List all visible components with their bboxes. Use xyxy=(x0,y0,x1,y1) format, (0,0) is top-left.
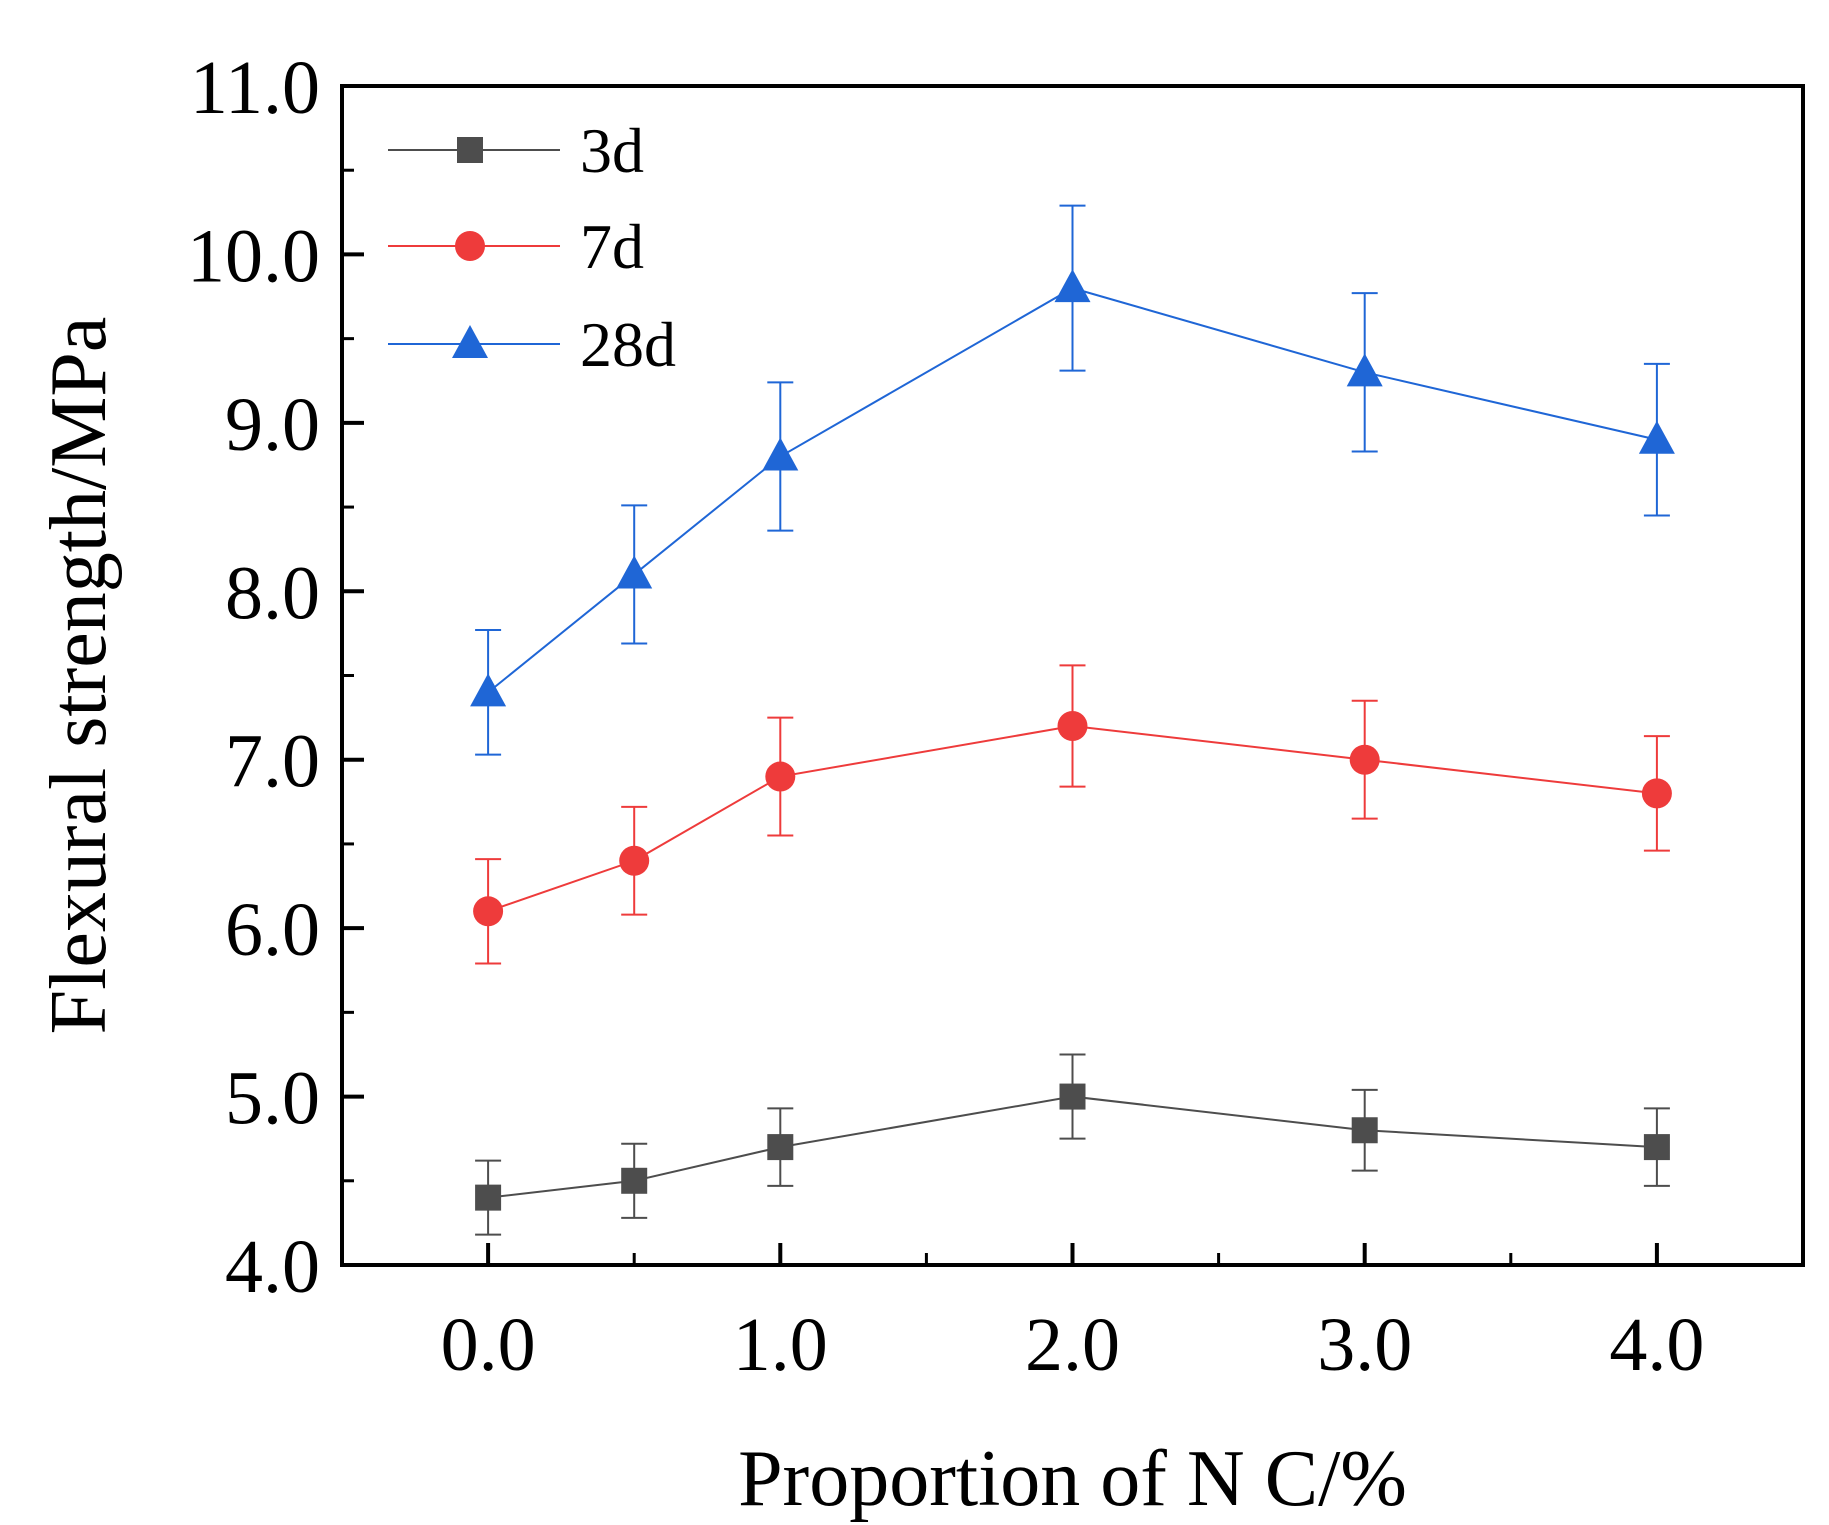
data-point-7d xyxy=(619,845,650,876)
series-line-3d xyxy=(487,1095,1657,1199)
data-point-3d xyxy=(767,1134,794,1161)
data-point-28d xyxy=(616,555,653,589)
x-tick-label: 2.0 xyxy=(1025,1303,1120,1387)
data-point-28d xyxy=(1346,353,1383,387)
series-line-28d xyxy=(487,287,1658,694)
x-tick-label: 3.0 xyxy=(1317,1303,1412,1387)
legend-label-7d: 7d xyxy=(580,211,644,282)
series-line-7d xyxy=(487,725,1658,913)
x-tick-label: 1.0 xyxy=(733,1303,828,1387)
x-axis-title: Proportion of N C/% xyxy=(738,1435,1407,1523)
data-point-28d xyxy=(470,673,507,707)
data-point-7d xyxy=(765,761,796,792)
data-point-7d xyxy=(1349,744,1380,775)
data-point-3d xyxy=(1643,1134,1670,1161)
data-markers xyxy=(470,269,1675,1211)
y-tick-label: 8.0 xyxy=(225,551,320,635)
legend-label-3d: 3d xyxy=(580,115,644,186)
legend: 3d 7d 28d xyxy=(388,115,676,380)
y-tick-label: 5.0 xyxy=(225,1057,320,1141)
legend-marker-7d xyxy=(455,231,485,261)
y-tick-label: 9.0 xyxy=(225,383,320,467)
data-point-7d xyxy=(1641,778,1672,809)
data-point-28d xyxy=(762,437,799,471)
data-point-7d xyxy=(1057,711,1088,742)
y-tick-label: 6.0 xyxy=(225,888,320,972)
data-point-3d xyxy=(475,1184,502,1211)
data-point-28d xyxy=(1054,269,1091,303)
y-tick-label: 11.0 xyxy=(190,46,320,130)
x-tick-label: 0.0 xyxy=(441,1303,536,1387)
data-point-7d xyxy=(473,896,504,927)
x-tick-labels: 0.0 1.0 2.0 3.0 4.0 xyxy=(441,1303,1705,1387)
y-tick-labels: 4.0 5.0 6.0 7.0 8.0 9.0 10.0 11.0 xyxy=(187,46,320,1309)
data-point-3d xyxy=(1059,1083,1086,1110)
data-point-3d xyxy=(1351,1117,1378,1144)
y-tick-label: 10.0 xyxy=(187,214,320,298)
x-tick-label: 4.0 xyxy=(1609,1303,1704,1387)
legend-marker-28d xyxy=(452,325,488,358)
legend-label-28d: 28d xyxy=(580,309,676,380)
series-lines xyxy=(487,287,1658,1199)
data-point-28d xyxy=(1638,420,1675,454)
data-point-3d xyxy=(621,1167,648,1194)
y-axis-title: Flexural strength/MPa xyxy=(35,317,123,1035)
legend-marker-3d xyxy=(457,137,483,163)
axis-ticks xyxy=(340,84,1805,1267)
y-tick-label: 7.0 xyxy=(225,720,320,804)
y-tick-label: 4.0 xyxy=(225,1225,320,1309)
